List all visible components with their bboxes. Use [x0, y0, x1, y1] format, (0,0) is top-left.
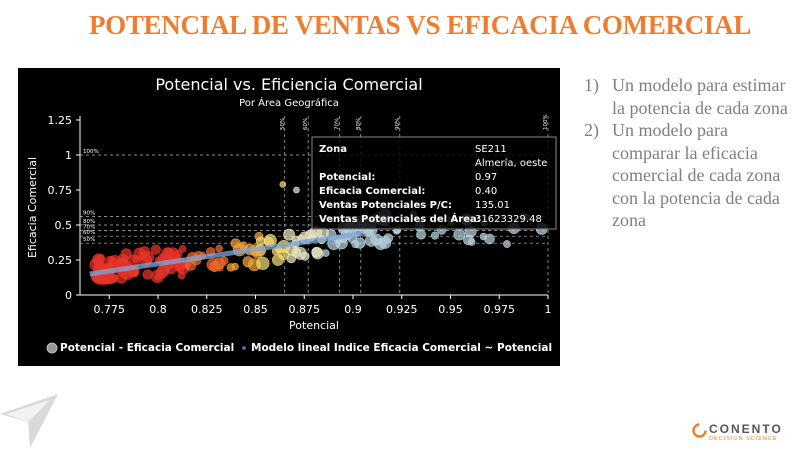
bullet-text: Un modelo para estimar la potencia de ca… — [612, 75, 788, 118]
scatter-chart: Potencial vs. Eficiencia Comercial Por Ár… — [26, 75, 557, 354]
conento-logo: CONENTO DECISION SCIENCE — [692, 422, 792, 446]
scatter-point — [215, 244, 223, 253]
x-tick-label: 0.8 — [149, 303, 167, 316]
y-percent-label: 100% — [83, 149, 99, 155]
scatter-point — [430, 231, 439, 240]
x-tick-label: 0.9 — [344, 303, 362, 316]
tooltip-value: 0.40 — [475, 186, 497, 197]
x-percent-label: 60% — [303, 118, 309, 130]
scatter-point — [256, 256, 270, 270]
y-tick-label: 0.5 — [55, 219, 73, 232]
scatter-point — [230, 238, 241, 249]
trend-line — [89, 230, 364, 277]
tooltip-box — [311, 136, 557, 230]
scatter-point — [311, 247, 324, 260]
scatter-point — [177, 271, 186, 280]
bullet-text: Un modelo para comparar la eficacia come… — [612, 120, 781, 230]
legend-label: Potencial - Eficacia Comercial — [60, 342, 234, 354]
scatter-point — [93, 255, 102, 264]
tooltip-value: SE211 — [475, 144, 507, 155]
tooltip-key: Ventas Potenciales P/C: — [319, 200, 452, 211]
x-tick-label: 0.825 — [191, 303, 223, 316]
tooltip-key: Ventas Potenciales del Área: — [319, 212, 481, 225]
tooltip-value: Almería, oeste — [475, 157, 547, 169]
y-percent-label: 60% — [83, 230, 95, 236]
logo-wordmark: CONENTO — [709, 422, 783, 436]
chart-title: Potencial vs. Eficiencia Comercial — [155, 75, 422, 94]
tooltip-key: Zona — [319, 144, 347, 155]
scatter-point — [206, 258, 220, 272]
scatter-point — [453, 228, 466, 241]
x-tick-label: 0.925 — [386, 303, 418, 316]
scatter-point — [416, 229, 426, 240]
y-percent-label: 80% — [83, 219, 95, 225]
chart-subtitle: Por Área Geográfica — [239, 96, 339, 109]
scatter-point — [120, 248, 132, 260]
x-tick-label: 0.775 — [94, 303, 126, 316]
scatter-point — [255, 236, 266, 247]
bullet-item: 2) Un modelo para comparar la eficacia co… — [584, 119, 794, 232]
bullet-number: 1) — [584, 75, 599, 95]
scatter-point — [293, 246, 307, 260]
scatter-point — [150, 244, 161, 255]
x-percent-label: 90% — [395, 118, 401, 130]
y-percent-label: 90% — [83, 211, 95, 217]
slide-title: POTENCIAL DE VENTAS VS EFICACIA COMERCIA… — [88, 10, 752, 40]
x-axis-label: Potencial — [289, 319, 339, 332]
x-tick-label: 0.95 — [438, 303, 463, 316]
scatter-point — [283, 228, 295, 241]
x-tick-label: 1 — [545, 303, 552, 316]
y-tick-label: 1 — [65, 149, 72, 162]
scatter-point — [503, 240, 511, 248]
decorative-arrow-mark — [0, 394, 58, 448]
x-tick-label: 0.85 — [243, 303, 268, 316]
scatter-point — [293, 186, 300, 194]
scatter-point — [364, 234, 378, 247]
y-tick-label: 1.25 — [48, 114, 73, 127]
x-percent-label: 70% — [334, 118, 340, 130]
tooltip-value: 31623329.48 — [475, 214, 542, 225]
y-percent-label: 50% — [83, 237, 95, 243]
scatter-point — [141, 251, 155, 264]
legend-marker-scatter — [46, 342, 58, 354]
scatter-chart-panel: Potencial vs. Eficiencia Comercial Por Ár… — [18, 68, 560, 366]
legend-marker-line — [242, 346, 246, 350]
logo-swirl-icon — [692, 423, 707, 438]
scatter-point — [226, 263, 236, 272]
y-tick-label: 0.25 — [48, 254, 73, 267]
legend-label: Modelo lineal Indice Eficacia Comercial … — [251, 342, 552, 354]
scatter-point — [154, 273, 162, 281]
tooltip-key: Eficacia Comercial: — [319, 186, 425, 197]
scatter-point — [105, 255, 116, 267]
scatter-point — [178, 245, 187, 253]
scatter-point — [354, 237, 366, 249]
scatter-point — [279, 181, 287, 188]
tooltip-value: 135.01 — [475, 200, 510, 211]
bullet-item: 1) Un modelo para estimar la potencia de … — [584, 74, 794, 119]
x-percent-label: 100% — [543, 114, 549, 130]
x-tick-label: 0.875 — [289, 303, 321, 316]
scatter-point — [142, 269, 153, 280]
logo-tagline: DECISION SCIENCE — [709, 436, 778, 442]
x-percent-label: 80% — [356, 118, 362, 130]
tooltip-key: Potencial: — [319, 172, 375, 183]
scatter-point — [272, 253, 284, 266]
bullet-list: 1) Un modelo para estimar la potencia de … — [584, 74, 794, 232]
scatter-point — [463, 234, 474, 246]
bullet-number: 2) — [584, 120, 599, 140]
y-axis-label: Eficacia Comercial — [26, 157, 39, 258]
scatter-point — [242, 256, 254, 268]
scatter-point — [484, 233, 495, 245]
y-percent-label: 70% — [83, 225, 95, 231]
tooltip-value: 0.97 — [475, 172, 497, 183]
scatter-point — [383, 233, 393, 244]
x-percent-label: 50% — [280, 118, 286, 130]
y-tick-label: 0 — [65, 289, 72, 302]
x-tick-label: 0.975 — [484, 303, 516, 316]
y-tick-label: 0.75 — [48, 184, 73, 197]
